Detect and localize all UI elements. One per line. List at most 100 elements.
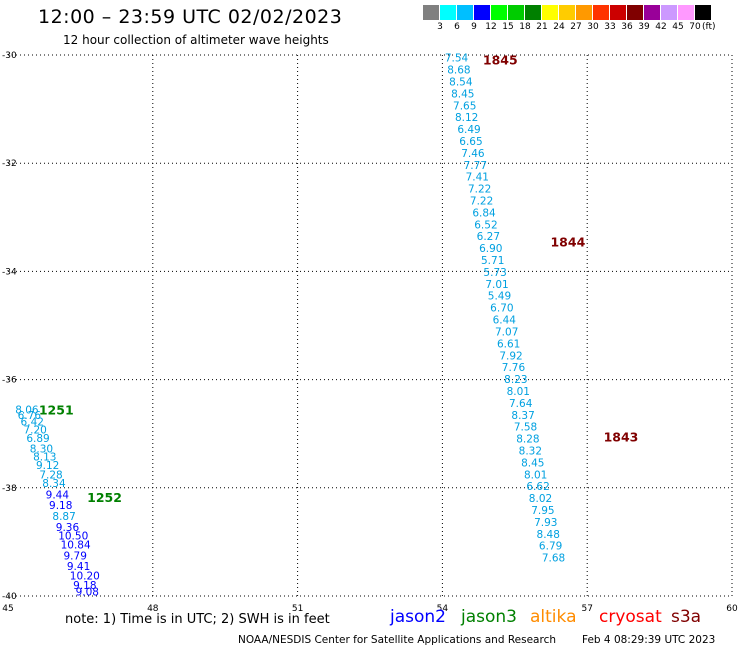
color-scale-label: 9 — [471, 22, 477, 32]
x-tick-label: 45 — [2, 604, 13, 614]
y-tick-label: -32 — [2, 159, 17, 169]
swh-value: 6.61 — [497, 338, 520, 350]
swh-value: 7.95 — [531, 505, 554, 517]
x-tick-label: 48 — [147, 604, 159, 614]
page-title: 12:00 – 23:59 UTC 02/02/2023 — [38, 6, 343, 28]
swh-value: 7.65 — [453, 100, 476, 112]
color-scale-label: 3 — [437, 22, 443, 32]
x-tick-label: 60 — [726, 604, 738, 614]
color-scale-unit: (ft) — [702, 22, 716, 32]
swh-value: 9.44 — [46, 489, 70, 501]
pass-time-label: 1843 — [604, 429, 639, 444]
color-scale-label: 36 — [621, 22, 633, 32]
y-tick-label: -30 — [2, 51, 17, 61]
footer-timestamp: Feb 4 08:29:39 UTC 2023 — [582, 634, 716, 646]
swh-value: 7.77 — [464, 160, 487, 172]
swh-value: 7.54 — [445, 53, 469, 65]
mission-legend-s3a: s3a — [671, 607, 702, 627]
swh-value: 9.12 — [36, 460, 59, 472]
swh-value: 7.28 — [39, 469, 62, 481]
color-swatch — [491, 5, 507, 20]
color-scale-label: 70 — [689, 22, 701, 32]
color-swatch — [525, 5, 541, 20]
color-swatch — [695, 5, 711, 20]
mission-legend-jason2: jason2 — [390, 607, 446, 627]
swh-value: 7.68 — [542, 553, 565, 565]
color-swatch — [678, 5, 694, 20]
swh-value: 8.32 — [519, 445, 542, 457]
swh-value: 7.22 — [468, 184, 491, 196]
swh-value: 8.48 — [537, 529, 560, 541]
swh-value: 8.68 — [447, 65, 470, 77]
color-swatch — [508, 5, 524, 20]
color-swatch — [559, 5, 575, 20]
swh-value: 7.07 — [495, 326, 518, 338]
swh-value: 7.92 — [499, 350, 522, 362]
swh-value: 5.49 — [488, 291, 511, 303]
swh-value: 7.22 — [470, 196, 493, 208]
y-tick-label: -36 — [2, 376, 17, 386]
swh-value: 8.45 — [451, 88, 474, 100]
swh-value: 6.89 — [26, 433, 49, 445]
swh-value: 7.46 — [461, 148, 485, 160]
swh-value: 9.41 — [67, 561, 90, 573]
swh-value: 6.65 — [459, 136, 482, 148]
color-swatch — [593, 5, 609, 20]
swh-value: 8.28 — [516, 434, 539, 446]
swh-value: 6.52 — [474, 219, 497, 231]
swh-value: 6.44 — [493, 315, 517, 327]
swh-value: 8.01 — [524, 469, 547, 481]
swh-value: 8.54 — [449, 77, 473, 89]
color-scale-label: 15 — [502, 22, 514, 32]
swh-value: 6.62 — [526, 481, 549, 493]
color-scale-label: 21 — [536, 22, 548, 32]
swh-value: 7.20 — [23, 424, 46, 436]
color-scale-label: 24 — [553, 22, 565, 32]
x-tick-label: 57 — [581, 604, 592, 614]
swh-value: 6.49 — [457, 124, 480, 136]
color-swatch — [661, 5, 677, 20]
page-subtitle: 12 hour collection of altimeter wave hei… — [63, 33, 329, 47]
pass-time-label: 1252 — [87, 490, 122, 505]
color-scale-label: 18 — [519, 22, 531, 32]
mission-legend-altika: altika — [530, 607, 577, 627]
swh-value: 6.79 — [539, 541, 562, 553]
swh-value: 8.34 — [42, 478, 66, 490]
swh-value: 6.90 — [479, 243, 502, 255]
swh-value: 8.30 — [30, 443, 53, 455]
swh-value: 7.41 — [466, 172, 489, 184]
swh-value: 8.02 — [529, 493, 552, 505]
color-swatch — [423, 5, 439, 20]
mission-legend-cryosat: cryosat — [599, 607, 662, 627]
color-scale-label: 30 — [587, 22, 599, 32]
swh-value: 8.37 — [511, 410, 534, 422]
swh-value: 6.84 — [472, 207, 496, 219]
swh-value: 8.13 — [33, 451, 56, 463]
swh-value: 8.23 — [504, 374, 527, 386]
pass-time-label: 1845 — [483, 52, 518, 67]
swh-value: 8.01 — [507, 386, 530, 398]
swh-value: 10.20 — [70, 570, 100, 582]
swh-value: 10.50 — [58, 530, 88, 542]
footer-credit: NOAA/NESDIS Center for Satellite Applica… — [238, 634, 556, 646]
swh-value: 7.93 — [534, 517, 557, 529]
swh-value: 8.12 — [455, 112, 478, 124]
color-swatch — [474, 5, 490, 20]
swh-value: 9.18 — [49, 500, 72, 512]
color-swatch — [576, 5, 592, 20]
color-swatch — [440, 5, 456, 20]
swh-value: 9.36 — [56, 522, 80, 534]
swh-value: 7.76 — [502, 362, 526, 374]
pass-time-label: 1844 — [550, 235, 585, 250]
swh-value: 8.45 — [521, 457, 544, 469]
swh-value: 9.79 — [64, 550, 87, 562]
swh-value: 8.87 — [52, 511, 75, 523]
mission-legend-jason3: jason3 — [461, 607, 517, 627]
swh-value: 9.18 — [73, 580, 96, 592]
color-swatch — [457, 5, 473, 20]
y-tick-label: -40 — [2, 592, 17, 602]
y-tick-label: -34 — [2, 267, 17, 277]
swh-value: 8.06 — [15, 404, 39, 416]
color-scale-label: 39 — [638, 22, 650, 32]
y-tick-label: -38 — [2, 484, 17, 494]
